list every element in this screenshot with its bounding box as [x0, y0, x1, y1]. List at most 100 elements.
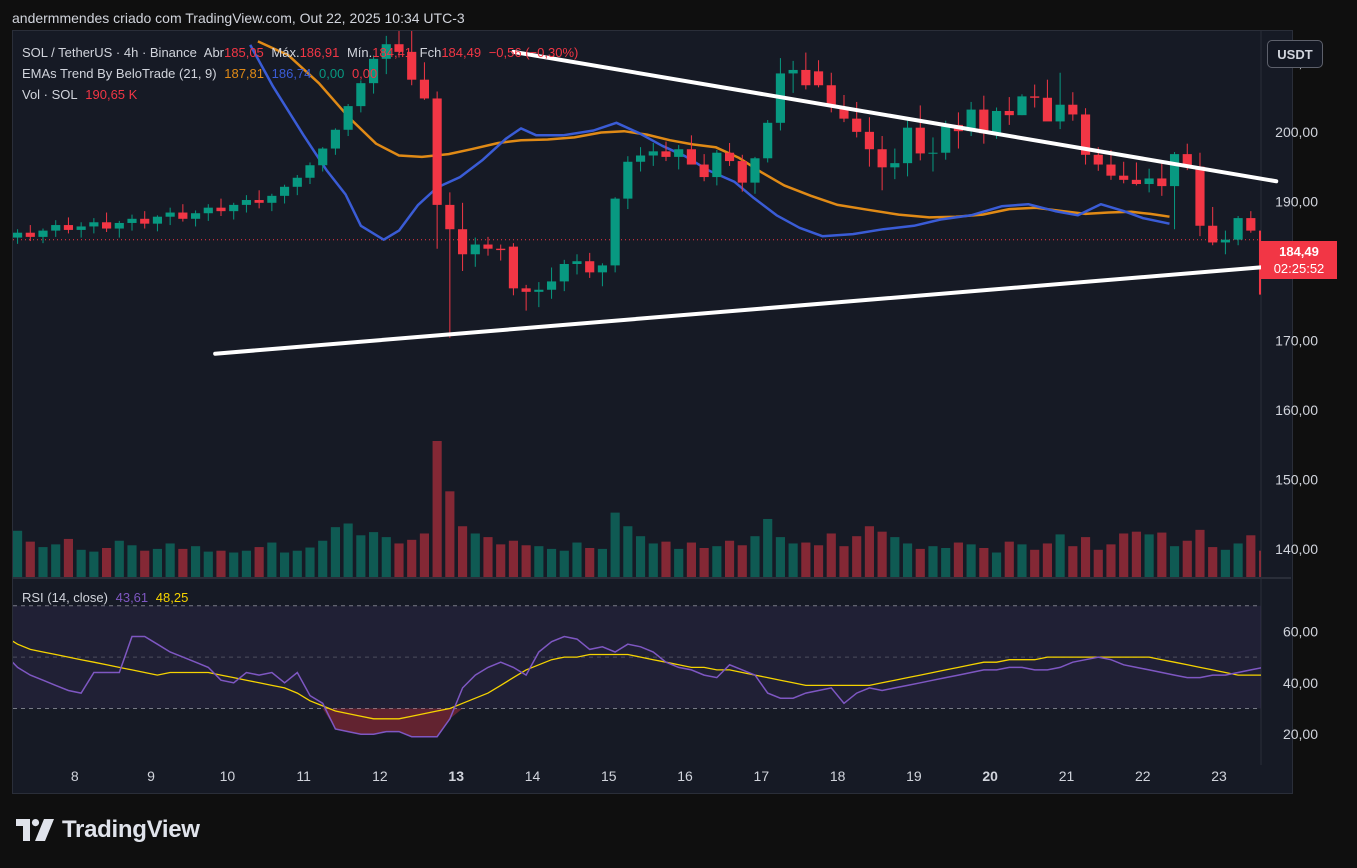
candle — [445, 192, 455, 338]
volume-bar — [1233, 543, 1243, 577]
candle-body — [470, 244, 480, 255]
candle — [292, 174, 302, 196]
volume-bar — [203, 551, 213, 577]
candle — [203, 204, 213, 221]
candle — [127, 214, 137, 231]
trendlines[interactable] — [213, 49, 1279, 356]
chart-frame[interactable] — [12, 30, 1293, 794]
volume-bar — [826, 533, 836, 577]
volume-bar — [470, 533, 480, 577]
candle-body — [699, 164, 709, 178]
candle-body — [521, 288, 531, 292]
candle — [953, 112, 963, 149]
rsi-legend[interactable]: RSI (14, close) 43,61 48,25 — [22, 590, 192, 605]
candle-body — [394, 44, 404, 52]
ema-buy-value: 0,00 — [319, 66, 345, 81]
candle-body — [508, 246, 518, 289]
volume-bar — [686, 542, 696, 577]
candle-body — [915, 127, 925, 154]
candle-body — [432, 98, 442, 205]
time-tick-label: 14 — [525, 768, 541, 784]
candle-body — [1208, 225, 1218, 243]
volume-bar — [864, 526, 874, 577]
rsi-ma-line — [13, 640, 1261, 720]
candle — [152, 215, 163, 232]
candle-body — [534, 289, 544, 292]
volume-bar — [1144, 534, 1154, 577]
rsi-line — [13, 635, 1261, 738]
time-tick-label: 19 — [906, 768, 922, 784]
volume-indicator-name[interactable]: Vol · SOL — [22, 87, 78, 102]
volume-legend[interactable]: Vol · SOL 190,65 K — [22, 87, 141, 102]
volume-bar — [521, 545, 531, 577]
candle — [661, 141, 671, 162]
candle — [368, 55, 379, 94]
candle-body — [13, 232, 23, 238]
candle-body — [89, 222, 99, 227]
ema-legend[interactable]: EMAs Trend By BeloTrade (21, 9) 187,81 1… — [22, 66, 381, 81]
candle-body — [305, 165, 315, 178]
candle — [1195, 152, 1205, 237]
volume-bar — [928, 546, 938, 577]
time-tick-label: 12 — [372, 768, 388, 784]
chart-attribution: andermmendes criado com TradingView.com,… — [12, 10, 465, 26]
volume-bar — [508, 540, 518, 577]
candle — [1119, 161, 1129, 184]
volume-bar — [1131, 531, 1141, 577]
trendline — [511, 49, 1279, 184]
volume-bar — [1208, 547, 1218, 577]
candle-body — [991, 110, 1002, 134]
candle — [356, 80, 366, 113]
candle — [89, 218, 99, 234]
currency-button[interactable]: USDT — [1267, 40, 1323, 68]
candle-body — [1030, 96, 1040, 98]
time-tick-label: 9 — [147, 768, 155, 784]
volume-bar — [51, 544, 61, 577]
candle-body — [241, 200, 252, 205]
volume-bar — [839, 546, 849, 577]
volume-bar — [101, 547, 112, 577]
volume-bar — [114, 540, 124, 577]
volume-bar — [699, 547, 709, 577]
candle-body — [826, 85, 836, 107]
time-tick-label: 23 — [1211, 768, 1227, 784]
candle — [381, 35, 391, 75]
candle-body — [674, 149, 684, 157]
volume-bar — [674, 548, 684, 577]
volume-bar — [305, 547, 315, 577]
candle — [623, 156, 633, 210]
candle-body — [1068, 104, 1078, 115]
volume-bar — [496, 544, 506, 577]
candle — [1233, 216, 1243, 246]
candle — [877, 136, 887, 191]
ema-indicator-name[interactable]: EMAs Trend By BeloTrade (21, 9) — [22, 66, 217, 81]
close-label: Fch — [419, 45, 442, 60]
volume-bar — [1068, 546, 1078, 577]
candle — [63, 217, 74, 234]
candle-body — [686, 149, 696, 165]
symbol-title[interactable]: SOL / TetherUS · 4h · Binance — [22, 45, 197, 60]
volume-bar — [190, 546, 201, 577]
volume-bar — [1042, 543, 1052, 577]
trendline — [213, 264, 1279, 356]
time-tick-label: 18 — [830, 768, 846, 784]
rsi-indicator-name[interactable]: RSI (14, close) — [22, 590, 108, 605]
time-tick-label: 22 — [1135, 768, 1151, 784]
candle — [559, 259, 569, 292]
candle-body — [496, 248, 506, 251]
volume-bar — [356, 535, 366, 577]
volume-bar — [152, 548, 163, 577]
volume-bar — [127, 545, 137, 577]
candle-body — [25, 232, 35, 237]
volume-bar — [0, 546, 9, 577]
candle — [763, 120, 773, 163]
candle-body — [724, 152, 735, 162]
tradingview-logo[interactable]: TradingView — [16, 816, 200, 844]
volume-bar — [445, 491, 455, 577]
candle — [585, 252, 595, 278]
candle-body — [1246, 218, 1256, 231]
candle-body — [801, 69, 811, 86]
volume-bar — [343, 523, 353, 577]
volume-bar — [229, 552, 239, 577]
